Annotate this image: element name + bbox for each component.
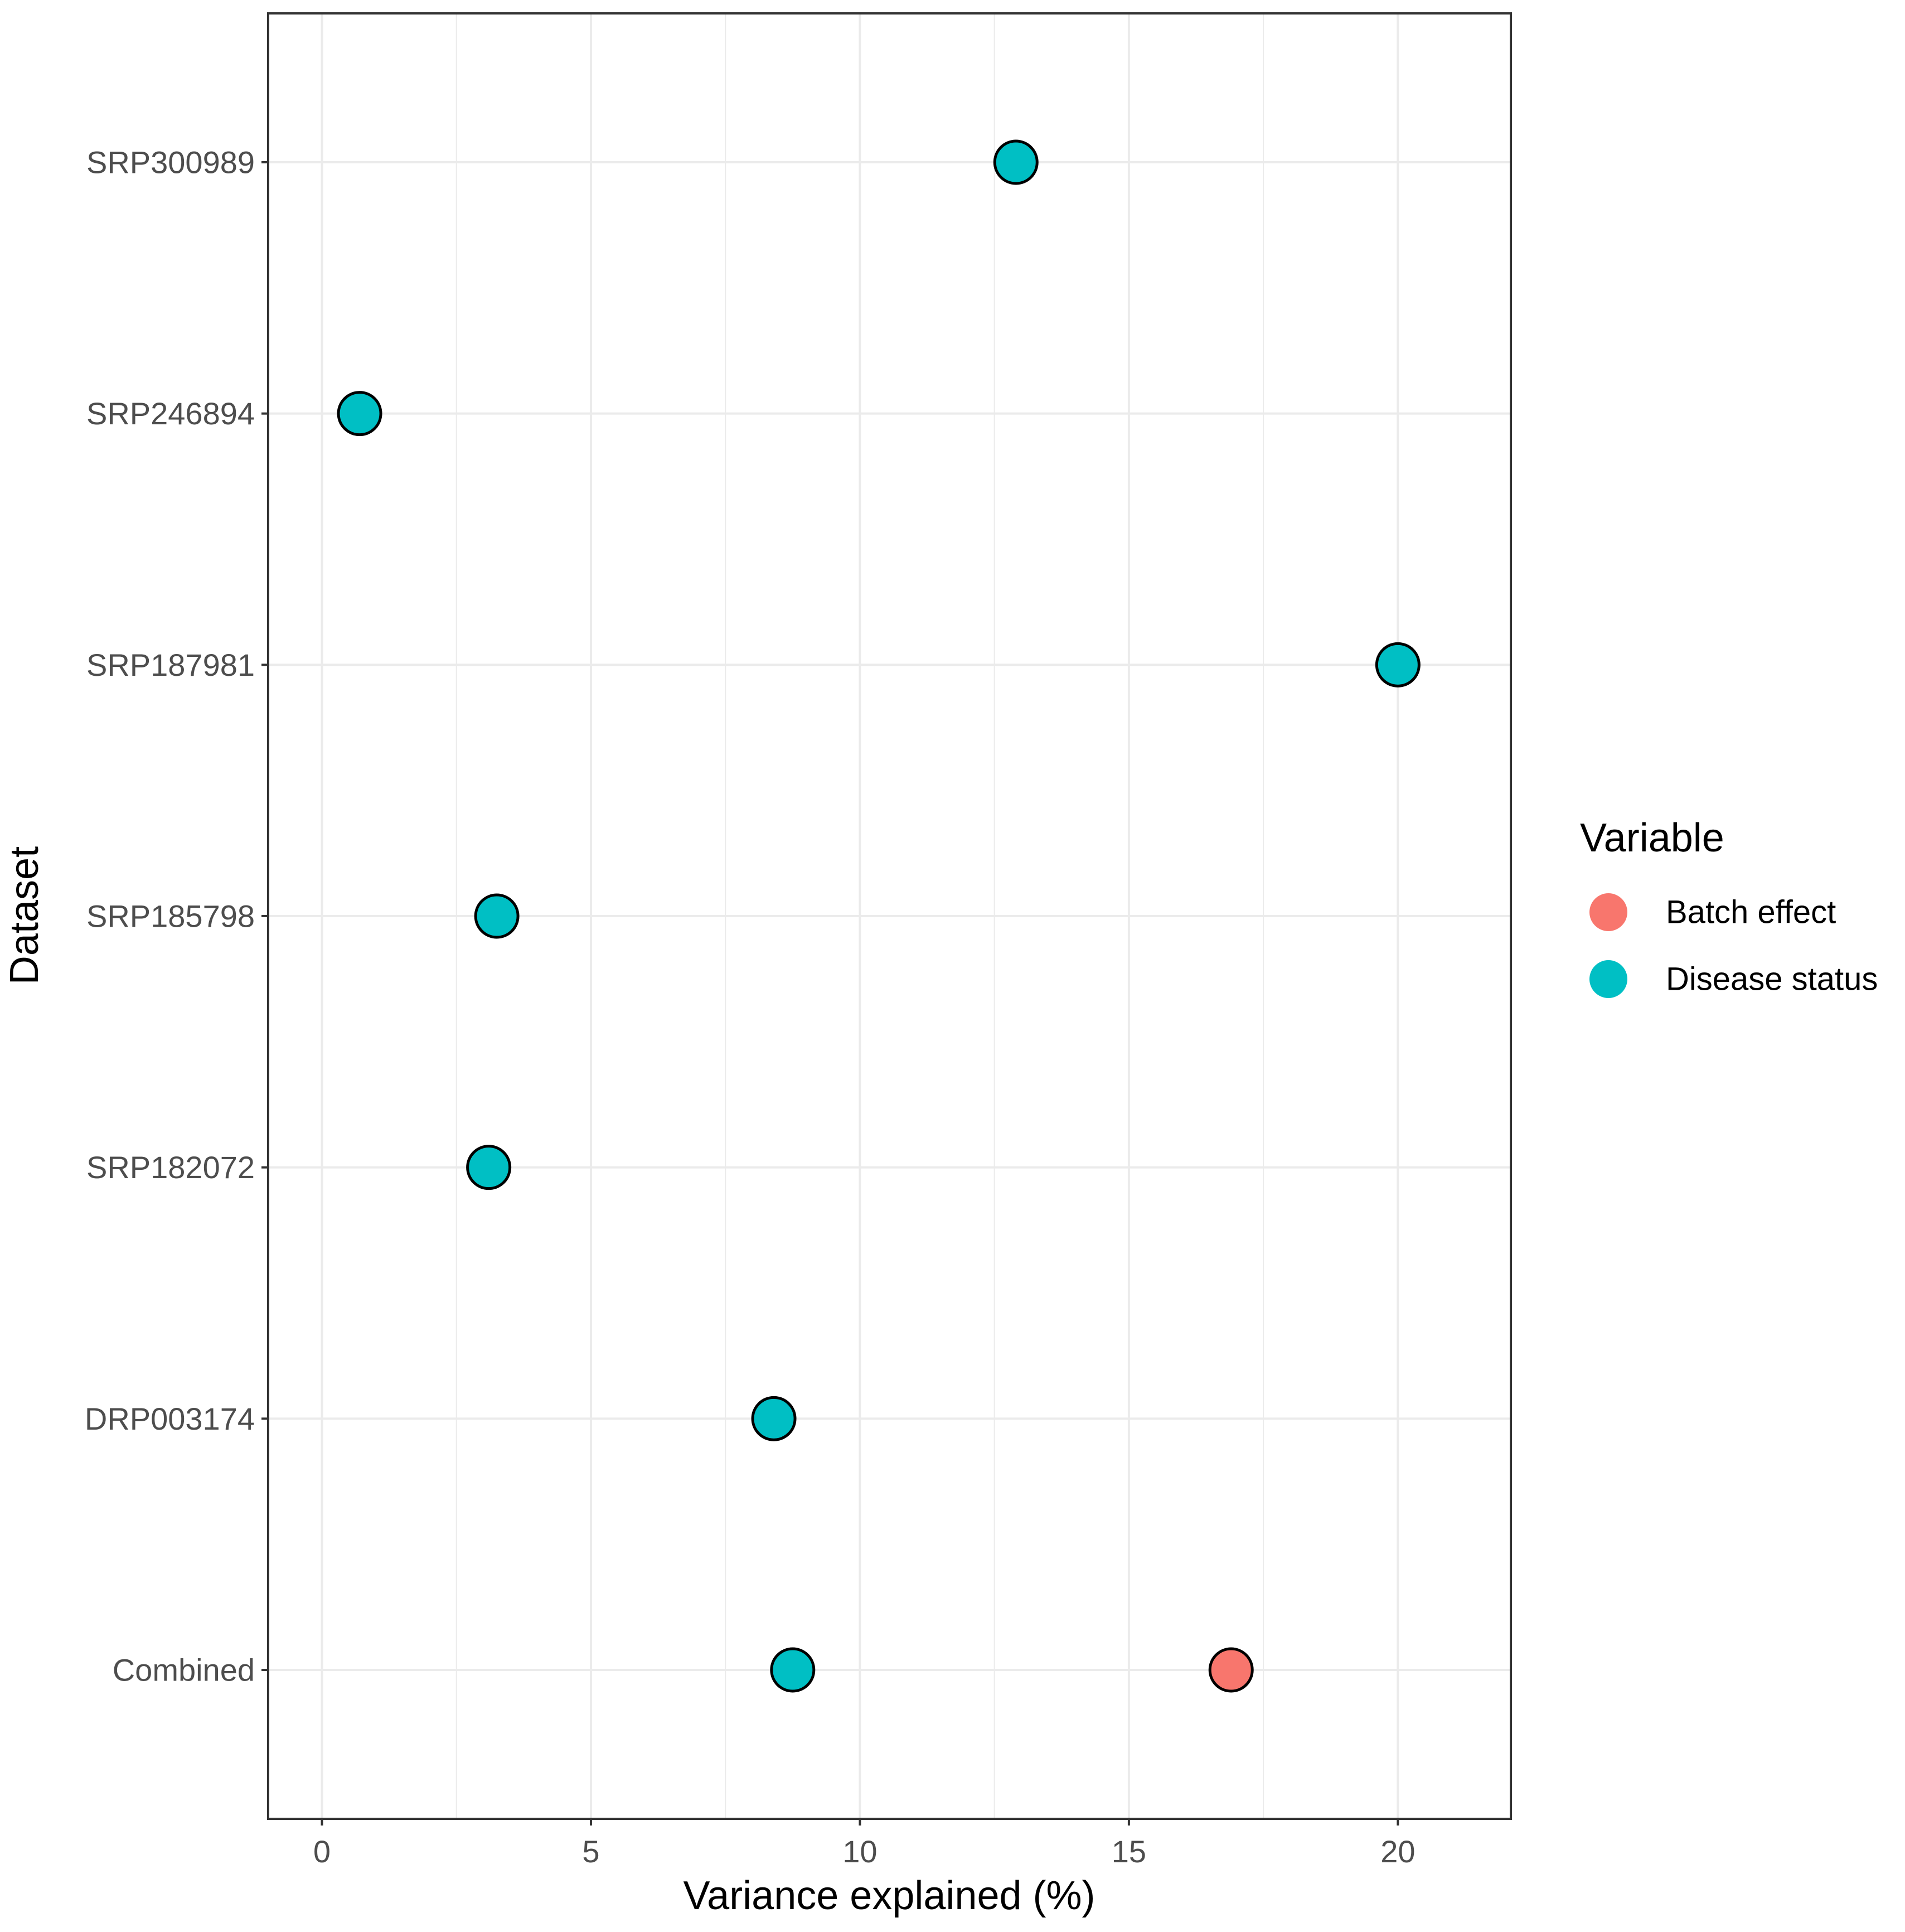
y-tick-label: Combined [113,1653,255,1688]
x-tick-label: 5 [582,1834,599,1869]
data-point-disease-status [993,139,1039,185]
x-tick-label: 10 [842,1834,877,1869]
legend-label: Disease status [1666,961,1878,998]
x-axis-title: Variance explained (%) [683,1873,1095,1918]
y-tick-label: SRP185798 [86,899,255,934]
y-tick-label: SRP300989 [86,145,255,180]
data-point-disease-status [466,1145,512,1190]
y-tick-label: DRP003174 [85,1401,255,1436]
major-gridlines [268,13,1511,1819]
data-point-disease-status [751,1396,797,1441]
x-tick-label: 15 [1112,1834,1146,1869]
legend-label: Batch effect [1666,894,1836,931]
data-points [337,139,1421,1693]
legend: Variable Batch effect Disease status [1580,816,1878,998]
data-point-disease-status [337,391,382,437]
y-tick-label: SRP182072 [86,1150,255,1185]
x-tick-label: 0 [313,1834,331,1869]
legend-key [1589,960,1627,998]
legend-title: Variable [1580,816,1724,860]
data-point-disease-status [474,893,520,939]
y-axis: SRP300989 SRP246894 SRP187981 SRP185798 SRP1… [85,145,268,1688]
y-axis-title: Dataset [2,846,47,985]
x-axis: 0 5 10 15 20 [313,1819,1416,1869]
data-point-disease-status [770,1647,816,1693]
data-point-disease-status [1375,642,1421,687]
y-tick-label: SRP187981 [86,647,255,682]
x-tick-label: 20 [1380,1834,1415,1869]
legend-key [1589,893,1627,931]
data-point-batch-effect [1208,1647,1254,1693]
y-tick-label: SRP246894 [86,396,255,431]
